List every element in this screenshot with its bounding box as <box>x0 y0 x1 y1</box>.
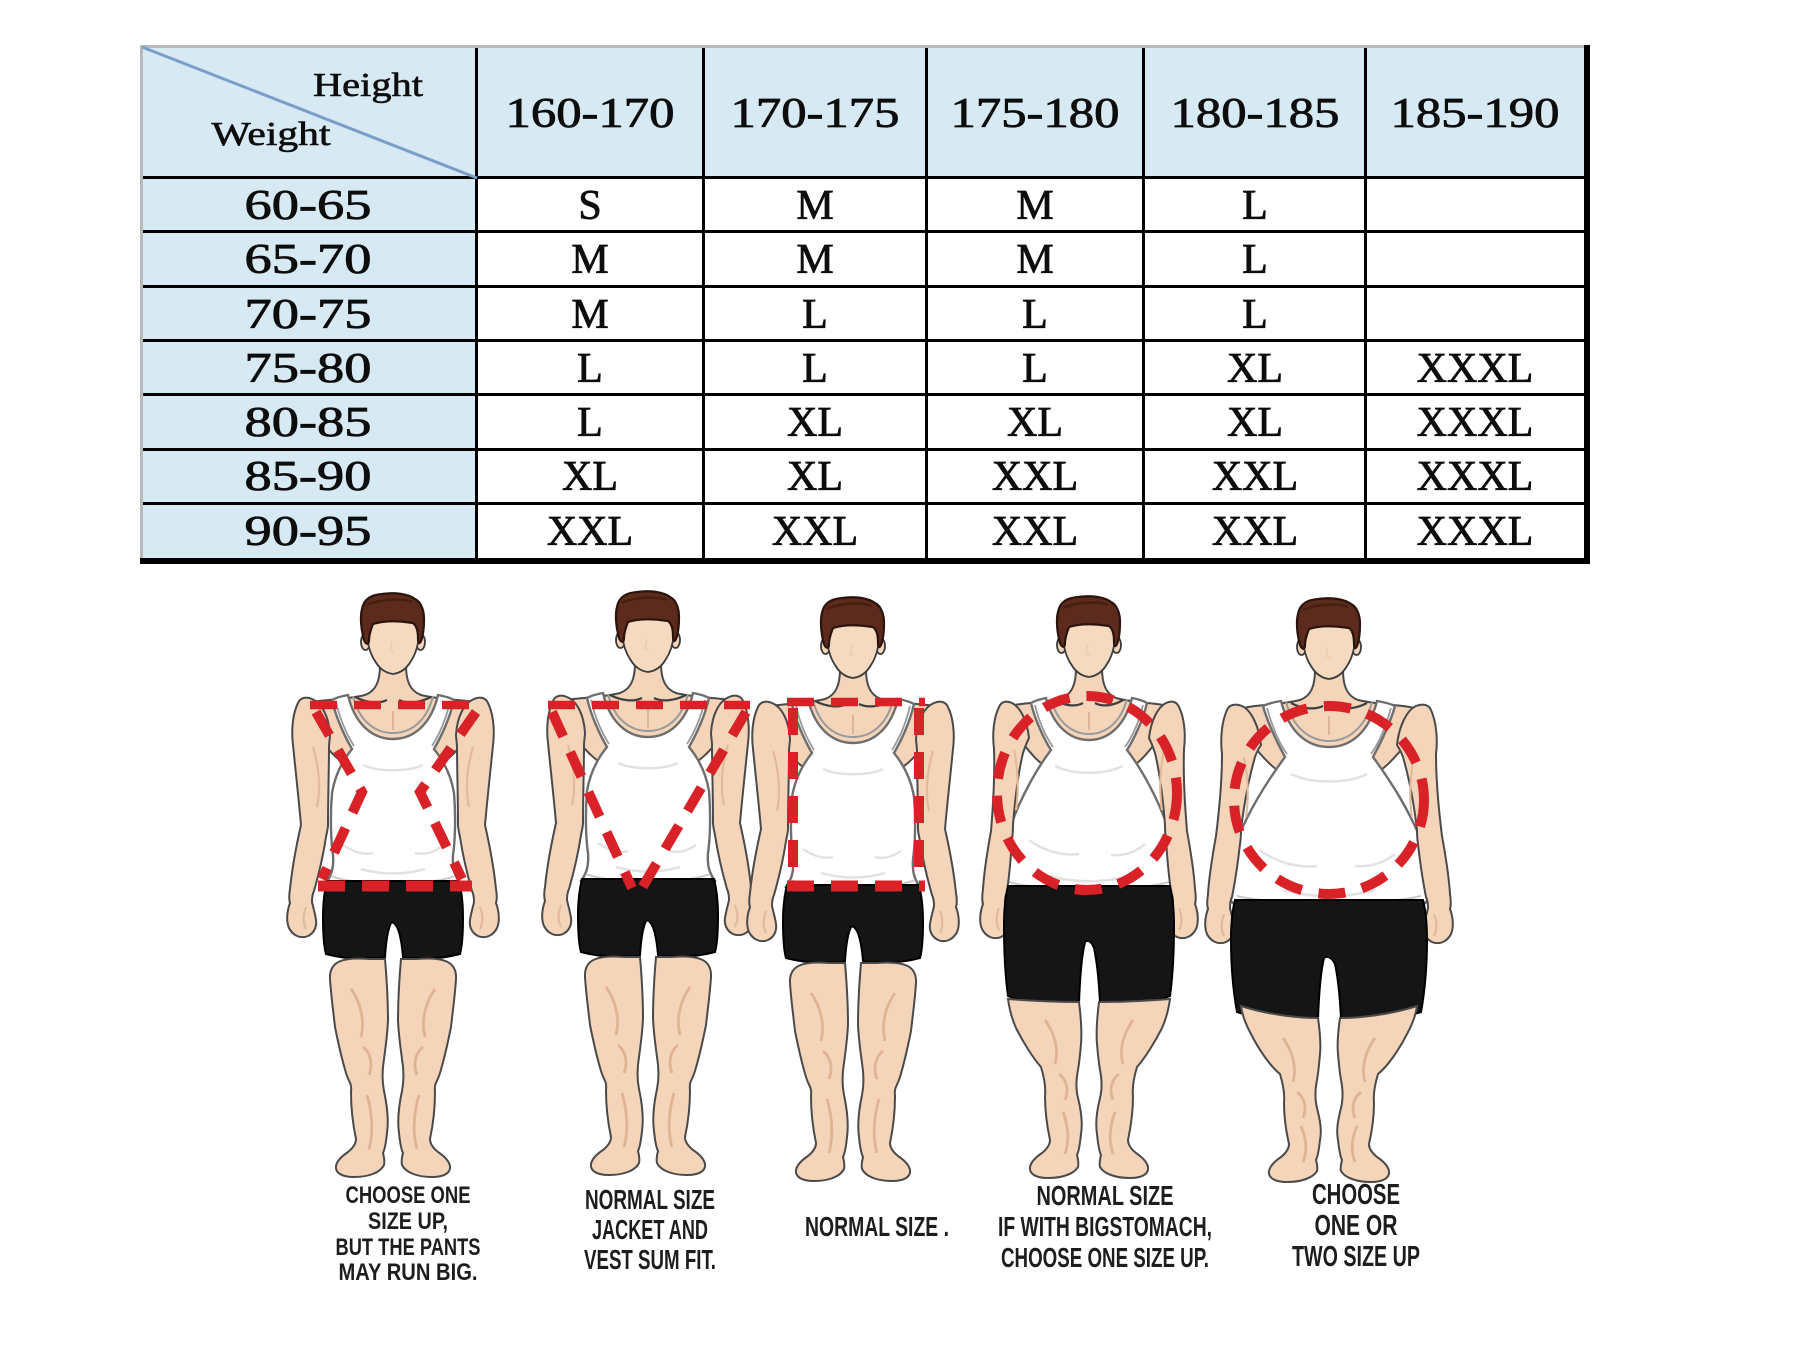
svg-text:L: L <box>577 400 603 446</box>
svg-text:60-65: 60-65 <box>245 183 372 229</box>
svg-text:CHOOSE ONE SIZE UP.: CHOOSE ONE SIZE UP. <box>1001 1242 1209 1273</box>
svg-text:XXL: XXL <box>1212 454 1298 500</box>
svg-text:XXL: XXL <box>547 509 633 555</box>
svg-text:Height: Height <box>313 67 424 104</box>
svg-text:M: M <box>796 183 833 229</box>
svg-text:175-180: 175-180 <box>951 91 1120 137</box>
svg-text:L: L <box>802 292 828 338</box>
svg-text:XL: XL <box>562 454 618 500</box>
svg-text:M: M <box>796 237 833 283</box>
svg-text:L: L <box>1242 292 1268 338</box>
svg-text:XXL: XXL <box>992 509 1078 555</box>
svg-text:MAY RUN BIG.: MAY RUN BIG. <box>339 1259 478 1286</box>
svg-text:XXXL: XXXL <box>1417 509 1534 555</box>
svg-text:XL: XL <box>1007 400 1063 446</box>
svg-text:L: L <box>577 346 603 392</box>
svg-text:IF WITH BIGSTOMACH,: IF WITH BIGSTOMACH, <box>998 1211 1212 1242</box>
svg-text:BUT THE PANTS: BUT THE PANTS <box>336 1234 481 1261</box>
svg-text:L: L <box>1242 183 1268 229</box>
svg-text:XL: XL <box>1227 346 1283 392</box>
svg-text:185-190: 185-190 <box>1391 91 1560 137</box>
svg-text:XXL: XXL <box>772 509 858 555</box>
svg-text:L: L <box>802 346 828 392</box>
svg-text:M: M <box>1016 237 1053 283</box>
svg-text:75-80: 75-80 <box>245 346 372 392</box>
svg-text:XXXL: XXXL <box>1417 400 1534 446</box>
svg-text:NORMAL SIZE: NORMAL SIZE <box>1037 1180 1174 1211</box>
svg-text:XXXL: XXXL <box>1417 454 1534 500</box>
svg-text:VEST SUM FIT.: VEST SUM FIT. <box>584 1244 716 1275</box>
svg-text:XXXL: XXXL <box>1417 346 1534 392</box>
svg-text:CHOOSE: CHOOSE <box>1312 1179 1400 1211</box>
svg-text:NORMAL SIZE: NORMAL SIZE <box>585 1184 715 1215</box>
svg-text:L: L <box>1242 237 1268 283</box>
svg-text:90-95: 90-95 <box>245 509 372 555</box>
svg-text:65-70: 65-70 <box>245 237 372 283</box>
svg-text:80-85: 80-85 <box>245 400 372 446</box>
svg-text:CHOOSE ONE: CHOOSE ONE <box>346 1182 471 1209</box>
svg-text:M: M <box>1016 183 1053 229</box>
svg-text:Weight: Weight <box>212 116 332 153</box>
svg-text:NORMAL SIZE .: NORMAL SIZE . <box>805 1211 949 1242</box>
svg-text:JACKET AND: JACKET AND <box>592 1214 708 1245</box>
svg-text:85-90: 85-90 <box>245 454 372 500</box>
svg-text:XXL: XXL <box>992 454 1078 500</box>
svg-text:M: M <box>571 237 608 283</box>
svg-text:SIZE UP,: SIZE UP, <box>368 1208 448 1235</box>
svg-text:M: M <box>571 292 608 338</box>
svg-text:170-175: 170-175 <box>731 91 900 137</box>
svg-text:S: S <box>578 183 601 229</box>
svg-text:XL: XL <box>787 400 843 446</box>
svg-text:160-170: 160-170 <box>506 91 675 137</box>
svg-text:70-75: 70-75 <box>245 292 372 338</box>
svg-text:L: L <box>1022 292 1048 338</box>
svg-text:TWO SIZE UP: TWO SIZE UP <box>1292 1241 1420 1273</box>
svg-text:L: L <box>1022 346 1048 392</box>
svg-text:XL: XL <box>787 454 843 500</box>
svg-text:XL: XL <box>1227 400 1283 446</box>
svg-text:XXL: XXL <box>1212 509 1298 555</box>
svg-text:ONE OR: ONE OR <box>1315 1210 1398 1242</box>
svg-text:180-185: 180-185 <box>1171 91 1340 137</box>
